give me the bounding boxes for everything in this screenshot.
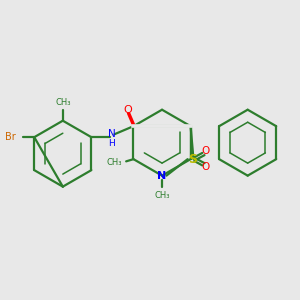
Text: O: O (202, 146, 210, 156)
Text: Br: Br (5, 132, 16, 142)
Text: O: O (124, 105, 132, 115)
Text: H: H (108, 139, 115, 148)
Text: N: N (108, 129, 116, 139)
Text: CH₃: CH₃ (154, 191, 170, 200)
Text: O: O (202, 162, 210, 172)
Text: S: S (188, 153, 197, 166)
Text: CH₃: CH₃ (55, 98, 70, 107)
Text: CH₃: CH₃ (107, 158, 122, 167)
Text: N: N (158, 171, 167, 181)
